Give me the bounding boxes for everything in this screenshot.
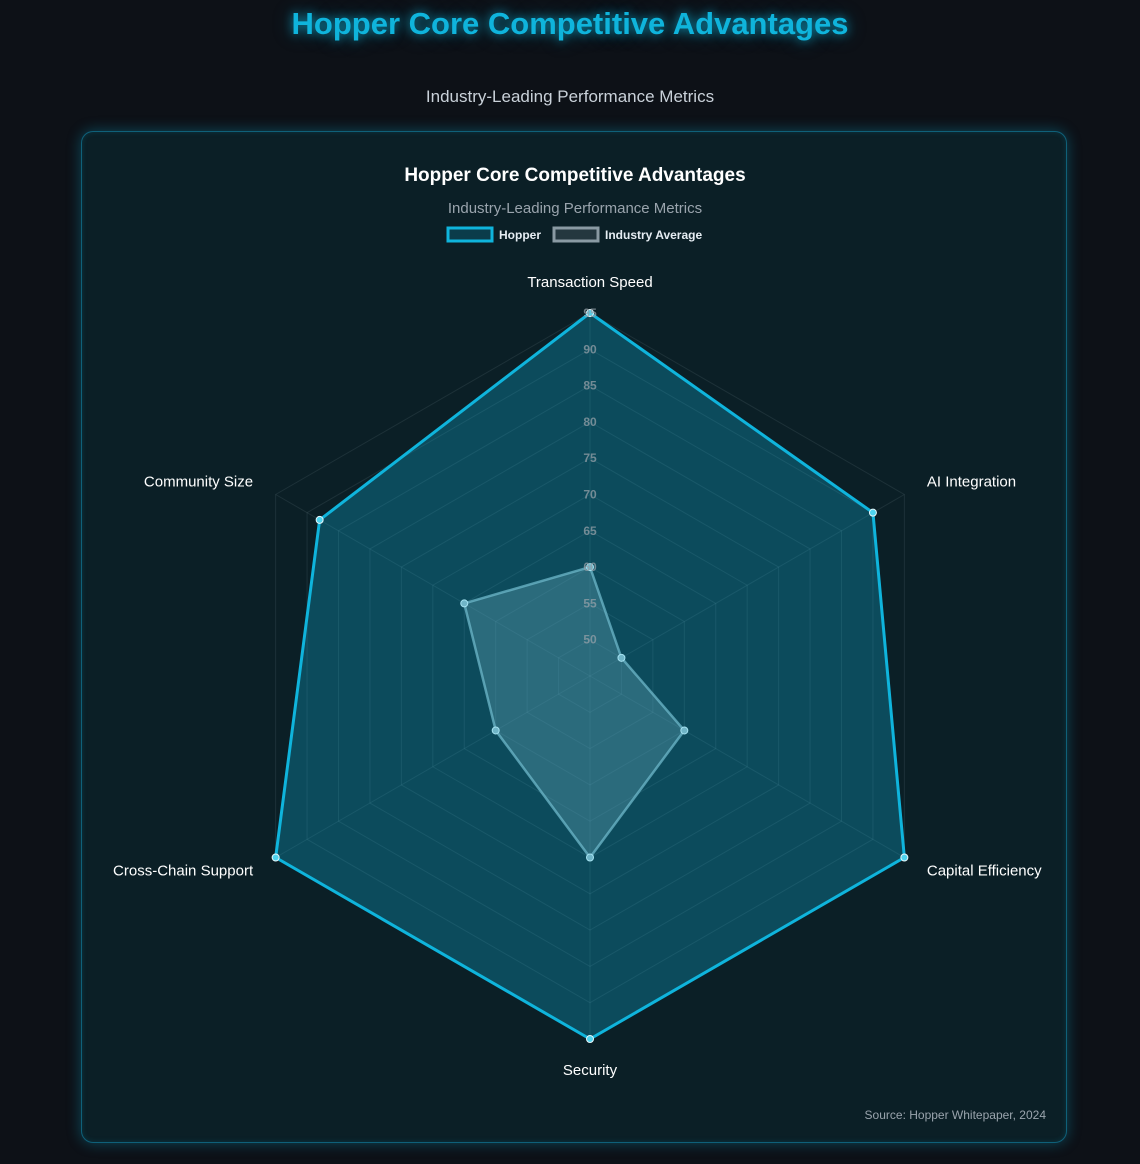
source-note: Source: Hopper Whitepaper, 2024	[864, 1108, 1046, 1122]
data-point[interactable]	[617, 653, 626, 662]
legend-label-1[interactable]: Industry Average	[605, 228, 702, 242]
legend-swatch-0	[446, 226, 494, 243]
r-tick-label: 55	[583, 596, 597, 610]
axis-label: Community Size	[144, 474, 253, 491]
grid-ring	[400, 457, 780, 895]
axis-label: Capital Efficiency	[927, 863, 1042, 880]
data-point[interactable]	[586, 309, 594, 317]
r-tick-label: 65	[583, 524, 597, 538]
grid-ring	[495, 566, 685, 786]
data-point[interactable]	[900, 853, 909, 862]
grid-spoke	[275, 675, 591, 858]
axis-label: Transaction Speed	[527, 274, 652, 291]
data-point[interactable]	[586, 853, 594, 862]
axis-label: AI Integration	[927, 474, 1016, 491]
radar-axis-labels: Transaction Speed AI Integration Capital E…	[113, 274, 1042, 1079]
chart-subtitle: Industry-Leading Performance Metrics	[448, 200, 702, 217]
r-tick-label: 80	[583, 415, 597, 429]
grid-ring	[526, 602, 654, 750]
grid-spoke	[275, 494, 591, 677]
grid-ring	[338, 385, 842, 967]
legend-swatch-1	[552, 226, 600, 243]
page-title: Hopper Core Competitive Advantages	[291, 6, 849, 41]
data-point[interactable]	[315, 515, 324, 524]
r-tick-label: 50	[583, 633, 597, 647]
data-point[interactable]	[680, 726, 689, 735]
data-point[interactable]	[460, 599, 469, 608]
page-subtitle: Industry-Leading Performance Metrics	[425, 87, 715, 106]
r-tick-label: 70	[583, 488, 597, 502]
grid-spoke	[589, 675, 905, 858]
chart-title: Hopper Core Competitive Advantages	[404, 165, 745, 186]
axis-label: Security	[563, 1062, 618, 1079]
axis-label: Cross-Chain Support	[113, 863, 254, 880]
data-point[interactable]	[271, 853, 280, 862]
data-point[interactable]	[586, 563, 594, 572]
grid-spoke	[589, 494, 905, 677]
r-tick-label: 75	[583, 451, 597, 465]
data-point[interactable]	[868, 508, 877, 517]
radar-series	[271, 309, 909, 1043]
grid-ring	[369, 421, 811, 931]
r-tick-label: 95	[583, 306, 597, 320]
data-point[interactable]	[491, 726, 500, 735]
r-tick-label: 90	[583, 342, 597, 356]
radar-ticks: 50 55 60 65 70 75 80 85 90 95	[583, 306, 597, 647]
chart-legend[interactable]: Hopper Industry Average	[446, 226, 702, 243]
data-point[interactable]	[586, 1035, 594, 1043]
legend-label-0[interactable]: Hopper	[499, 228, 541, 242]
radar-chart: Hopper Core Competitive Advantages Indus…	[113, 165, 1042, 1079]
r-tick-label: 60	[583, 560, 597, 574]
chart-card: Hopper Core Competitive Advantages Indus…	[81, 131, 1067, 1143]
r-tick-label: 85	[583, 379, 597, 393]
